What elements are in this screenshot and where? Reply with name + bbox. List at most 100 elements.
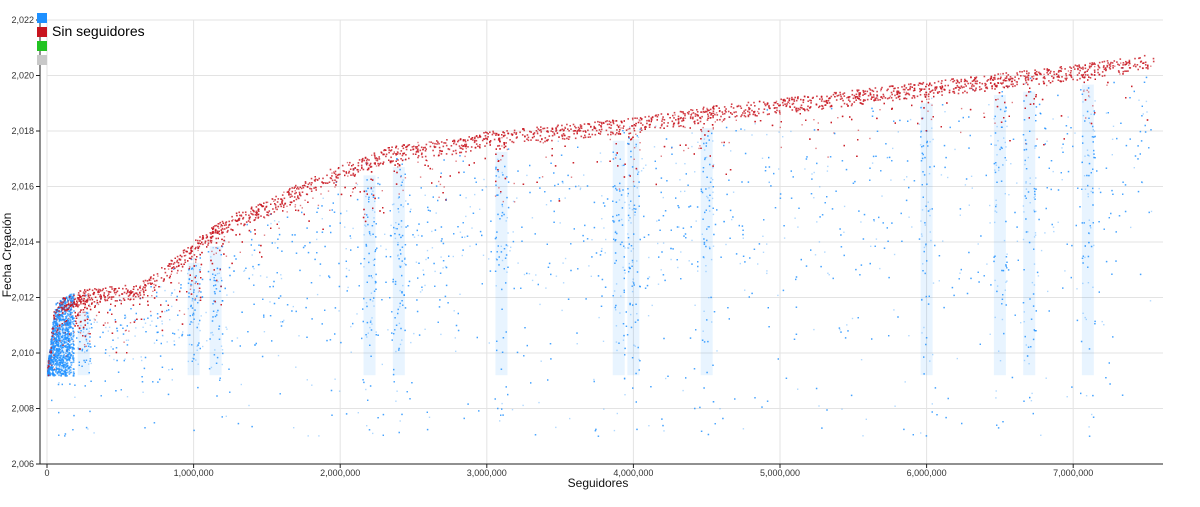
data-point xyxy=(699,406,701,409)
data-point xyxy=(628,207,631,209)
data-point xyxy=(385,281,387,283)
data-point xyxy=(263,316,265,318)
data-point xyxy=(876,130,879,132)
data-point xyxy=(215,247,217,249)
data-point xyxy=(922,270,924,272)
data-point xyxy=(615,154,617,156)
data-point xyxy=(986,263,988,265)
data-point xyxy=(742,229,744,231)
data-point xyxy=(709,194,711,196)
data-point xyxy=(709,194,711,196)
data-point xyxy=(845,168,848,171)
data-point xyxy=(88,346,91,348)
data-point xyxy=(214,301,217,304)
data-point xyxy=(1086,110,1089,113)
data-point xyxy=(1094,135,1096,138)
data-point xyxy=(173,340,175,342)
data-point xyxy=(928,295,930,297)
data-point xyxy=(304,185,307,187)
data-point xyxy=(295,310,297,313)
data-point xyxy=(879,267,881,270)
data-point xyxy=(1061,147,1063,149)
data-point xyxy=(328,276,331,279)
data-point xyxy=(708,205,711,207)
data-point xyxy=(793,338,796,340)
data-point xyxy=(1035,145,1037,147)
data-point xyxy=(729,209,732,212)
data-point xyxy=(104,322,106,324)
data-point xyxy=(247,331,249,333)
data-point xyxy=(1027,346,1030,348)
data-point xyxy=(1112,336,1114,338)
data-point xyxy=(821,427,823,429)
data-point xyxy=(1024,139,1027,141)
data-point xyxy=(504,165,506,168)
data-point xyxy=(672,248,674,250)
data-point xyxy=(1014,314,1016,316)
data-point xyxy=(494,270,497,272)
data-point xyxy=(172,332,174,334)
data-point xyxy=(795,333,798,335)
data-point xyxy=(340,212,342,215)
data-point xyxy=(557,140,559,142)
data-point xyxy=(620,127,622,129)
data-point xyxy=(404,177,407,179)
data-point xyxy=(741,225,744,227)
data-point xyxy=(1124,184,1127,186)
data-point xyxy=(67,335,69,338)
data-point xyxy=(880,90,882,92)
data-point xyxy=(370,329,373,331)
data-point xyxy=(1071,244,1073,247)
data-point xyxy=(141,359,143,362)
data-point xyxy=(393,152,395,154)
data-point xyxy=(626,195,629,197)
data-point xyxy=(735,253,738,255)
data-point xyxy=(612,215,614,218)
data-point xyxy=(366,214,368,216)
density-band xyxy=(627,139,640,376)
data-point xyxy=(408,280,411,283)
data-point xyxy=(615,259,617,262)
data-point xyxy=(798,207,800,209)
data-point xyxy=(1011,376,1014,379)
data-point xyxy=(1092,129,1094,131)
data-point xyxy=(401,181,403,183)
data-point xyxy=(996,181,998,183)
data-point xyxy=(400,175,402,177)
data-point xyxy=(503,268,505,270)
data-point xyxy=(1023,100,1025,102)
data-point xyxy=(427,206,429,209)
data-point xyxy=(197,386,199,389)
data-point xyxy=(362,320,364,323)
data-point xyxy=(104,380,106,382)
data-point xyxy=(840,246,843,248)
data-point xyxy=(628,204,630,206)
data-point xyxy=(758,243,761,245)
data-point xyxy=(346,290,348,292)
data-point xyxy=(933,165,935,168)
data-point xyxy=(630,326,633,329)
data-point xyxy=(671,146,673,149)
data-point xyxy=(463,417,465,420)
data-point xyxy=(286,205,288,207)
data-point xyxy=(339,173,341,175)
data-point xyxy=(1000,180,1003,182)
data-point xyxy=(190,321,192,323)
data-point xyxy=(117,337,119,339)
data-point xyxy=(324,309,326,311)
data-point xyxy=(52,334,55,336)
data-point xyxy=(1038,218,1040,221)
data-point xyxy=(526,272,528,275)
data-point xyxy=(635,208,637,210)
data-point xyxy=(1077,187,1079,189)
data-point xyxy=(459,155,461,157)
data-point xyxy=(201,278,204,281)
data-point xyxy=(153,422,156,424)
data-point xyxy=(193,318,195,320)
data-point xyxy=(188,269,190,271)
data-point xyxy=(1024,82,1027,85)
density-band xyxy=(1081,84,1094,376)
data-point xyxy=(434,270,436,273)
data-point xyxy=(445,266,448,269)
data-point xyxy=(783,237,786,239)
